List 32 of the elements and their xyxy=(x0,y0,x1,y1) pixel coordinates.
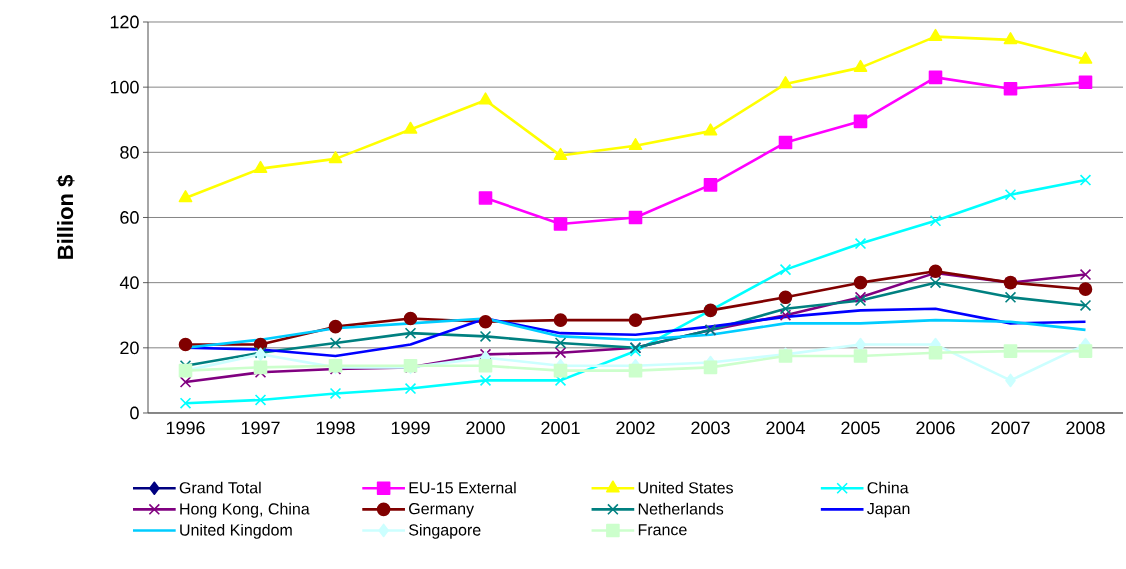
legend-label: EU-15 External xyxy=(409,481,516,494)
legend-label: Singapore xyxy=(408,523,481,539)
legend-label: United Kingdom xyxy=(180,523,292,539)
x-tick-label: 2008 xyxy=(1066,421,1105,435)
x-tick-label: 2000 xyxy=(466,421,505,435)
y-tick-label: 120 xyxy=(110,15,139,29)
legend-label: Germany xyxy=(409,503,475,518)
y-tick-label: 100 xyxy=(110,80,139,94)
legend-label: Japan xyxy=(867,503,910,518)
x-tick-label: 2004 xyxy=(766,421,805,435)
legend-label: Grand Total xyxy=(179,481,261,494)
x-tick-label: 2002 xyxy=(616,421,655,435)
x-tick-label: 2003 xyxy=(691,421,730,435)
legend-label: France xyxy=(638,524,687,536)
legend-label: Hong Kong, China xyxy=(180,502,310,518)
x-tick-label: 1999 xyxy=(391,421,430,435)
legend-label: China xyxy=(867,481,909,494)
y-axis-title: Billion $ xyxy=(56,175,75,259)
legend-label: United States xyxy=(638,481,733,494)
legend-label: Netherlands xyxy=(638,502,724,515)
y-tick-label: 40 xyxy=(119,276,139,290)
x-tick-label: 2006 xyxy=(916,421,955,435)
y-tick-label: 60 xyxy=(120,211,139,224)
x-tick-label: 1996 xyxy=(166,421,205,435)
x-tick-label: 2005 xyxy=(841,421,880,435)
x-tick-label: 2001 xyxy=(541,421,580,435)
y-tick-label: 80 xyxy=(120,145,139,159)
x-tick-label: 1998 xyxy=(316,421,355,435)
y-tick-label: 20 xyxy=(120,341,139,355)
x-tick-label: 1997 xyxy=(241,421,280,435)
y-tick-label: 0 xyxy=(130,406,139,420)
x-tick-label: 2007 xyxy=(991,421,1030,435)
